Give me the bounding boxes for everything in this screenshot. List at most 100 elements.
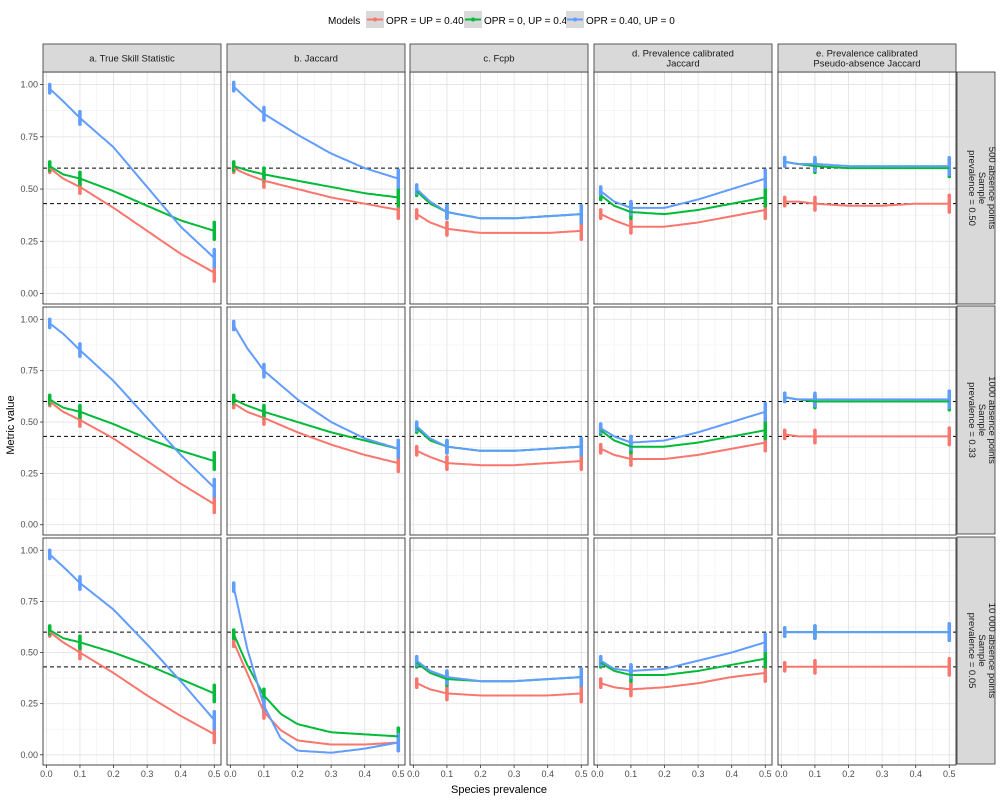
series-line	[600, 177, 766, 209]
y-tick-label: 0.25	[20, 699, 38, 709]
data-point	[629, 434, 633, 439]
data-point	[947, 389, 952, 394]
data-point	[445, 669, 449, 673]
series-line	[784, 160, 950, 168]
panel	[42, 71, 222, 305]
data-point	[579, 667, 584, 671]
column-strip: b. Jaccard	[226, 43, 406, 73]
data-point	[445, 438, 449, 443]
x-tick-label: 0.0	[591, 769, 604, 779]
series-line	[784, 200, 950, 207]
data-point	[212, 451, 217, 455]
data-point	[947, 622, 952, 626]
panel-border	[777, 537, 957, 766]
x-tick-label: 0.0	[775, 769, 788, 779]
x-tick-label: 0.2	[842, 769, 855, 779]
data-point	[414, 444, 419, 449]
series-line	[232, 324, 399, 450]
y-axis-title: Metric value	[5, 395, 17, 454]
data-point	[782, 391, 787, 396]
y-tick-label: 0.25	[20, 236, 38, 246]
data-point	[598, 422, 603, 426]
data-point	[414, 183, 419, 187]
data-point	[396, 438, 401, 443]
data-point	[212, 477, 217, 482]
legend-item: OPR = UP = 0.40	[366, 11, 464, 28]
y-tick-label: 1.00	[20, 80, 38, 90]
panel	[777, 537, 957, 766]
y-tick-label: 0.75	[20, 596, 38, 606]
panel	[42, 306, 222, 536]
data-point	[47, 160, 52, 164]
row-strip-bg	[956, 536, 996, 765]
x-tick-label: 0.5	[575, 769, 588, 779]
data-point	[813, 658, 817, 663]
panel	[593, 306, 773, 536]
data-point	[579, 203, 584, 208]
legend-key-point	[373, 17, 377, 22]
series-line	[232, 641, 399, 746]
column-strip-label: Pseudo-absence Jaccard	[813, 59, 920, 70]
x-tick-label: 0.5	[392, 769, 405, 779]
data-point	[947, 426, 952, 430]
y-tick-label: 0.00	[20, 750, 38, 760]
data-point	[782, 428, 787, 433]
data-point	[231, 581, 236, 585]
x-tick-label: 0.1	[441, 769, 454, 779]
x-tick-label: 0.4	[725, 769, 738, 779]
y-tick-label: 0.25	[20, 468, 38, 478]
panel-background	[594, 538, 772, 765]
data-point	[947, 193, 952, 198]
data-point	[782, 155, 787, 160]
data-point	[414, 208, 419, 212]
series-line	[233, 165, 399, 199]
x-tick-label: 0.1	[74, 769, 87, 779]
panel-background	[227, 72, 405, 304]
x-axis-title: Species prevalence	[451, 784, 547, 796]
data-point	[396, 732, 401, 737]
row-strip-label: Sample	[976, 634, 987, 666]
column-strip: c. Fcpb	[409, 43, 589, 73]
y-tick-label: 1.00	[20, 545, 38, 555]
series-line	[600, 429, 766, 448]
data-point	[47, 548, 52, 553]
column-strip-label: b. Jaccard	[294, 54, 338, 65]
panel-border	[593, 537, 773, 766]
series-line	[49, 631, 215, 736]
x-tick-label: 0.2	[474, 769, 487, 779]
series-line	[600, 441, 766, 460]
panel-background	[227, 538, 405, 765]
panel	[226, 71, 406, 305]
data-point	[396, 168, 401, 173]
data-point	[396, 726, 401, 730]
data-point	[231, 319, 236, 324]
series-line	[784, 396, 950, 403]
data-point	[629, 662, 633, 667]
data-point	[813, 624, 817, 628]
panel-border	[226, 537, 406, 766]
x-tick-label: 0.1	[625, 769, 638, 779]
column-strip-label: a. True Skill Statistic	[89, 54, 175, 65]
legend-key-point	[573, 17, 577, 22]
y-tick-label: 0.50	[20, 648, 38, 658]
data-point	[262, 166, 266, 170]
axes: 0.00 0.25 0.50 0.75 1.00 0.00 0.25 0.50 0.75 1.00…	[20, 80, 955, 779]
panel-grid	[42, 71, 957, 766]
data-point	[78, 403, 82, 408]
y-tick-label: 0.50	[20, 184, 38, 194]
y-tick-label: 0.75	[20, 366, 38, 376]
series-line	[49, 167, 215, 274]
row-strip-label: 500 absence points	[986, 147, 997, 230]
panel	[42, 537, 222, 766]
panel-background	[778, 538, 956, 765]
panel	[226, 306, 406, 536]
data-point	[231, 628, 236, 632]
data-point	[763, 401, 768, 406]
y-tick-label: 0.75	[20, 132, 38, 142]
row-strip-label: prevalence = 0.05	[966, 613, 977, 689]
data-point	[212, 683, 217, 688]
data-point	[445, 203, 449, 208]
panel-background	[594, 72, 772, 304]
strip-labels: a. True Skill Statistic b. Jaccard c. Fcpb…	[42, 43, 997, 765]
